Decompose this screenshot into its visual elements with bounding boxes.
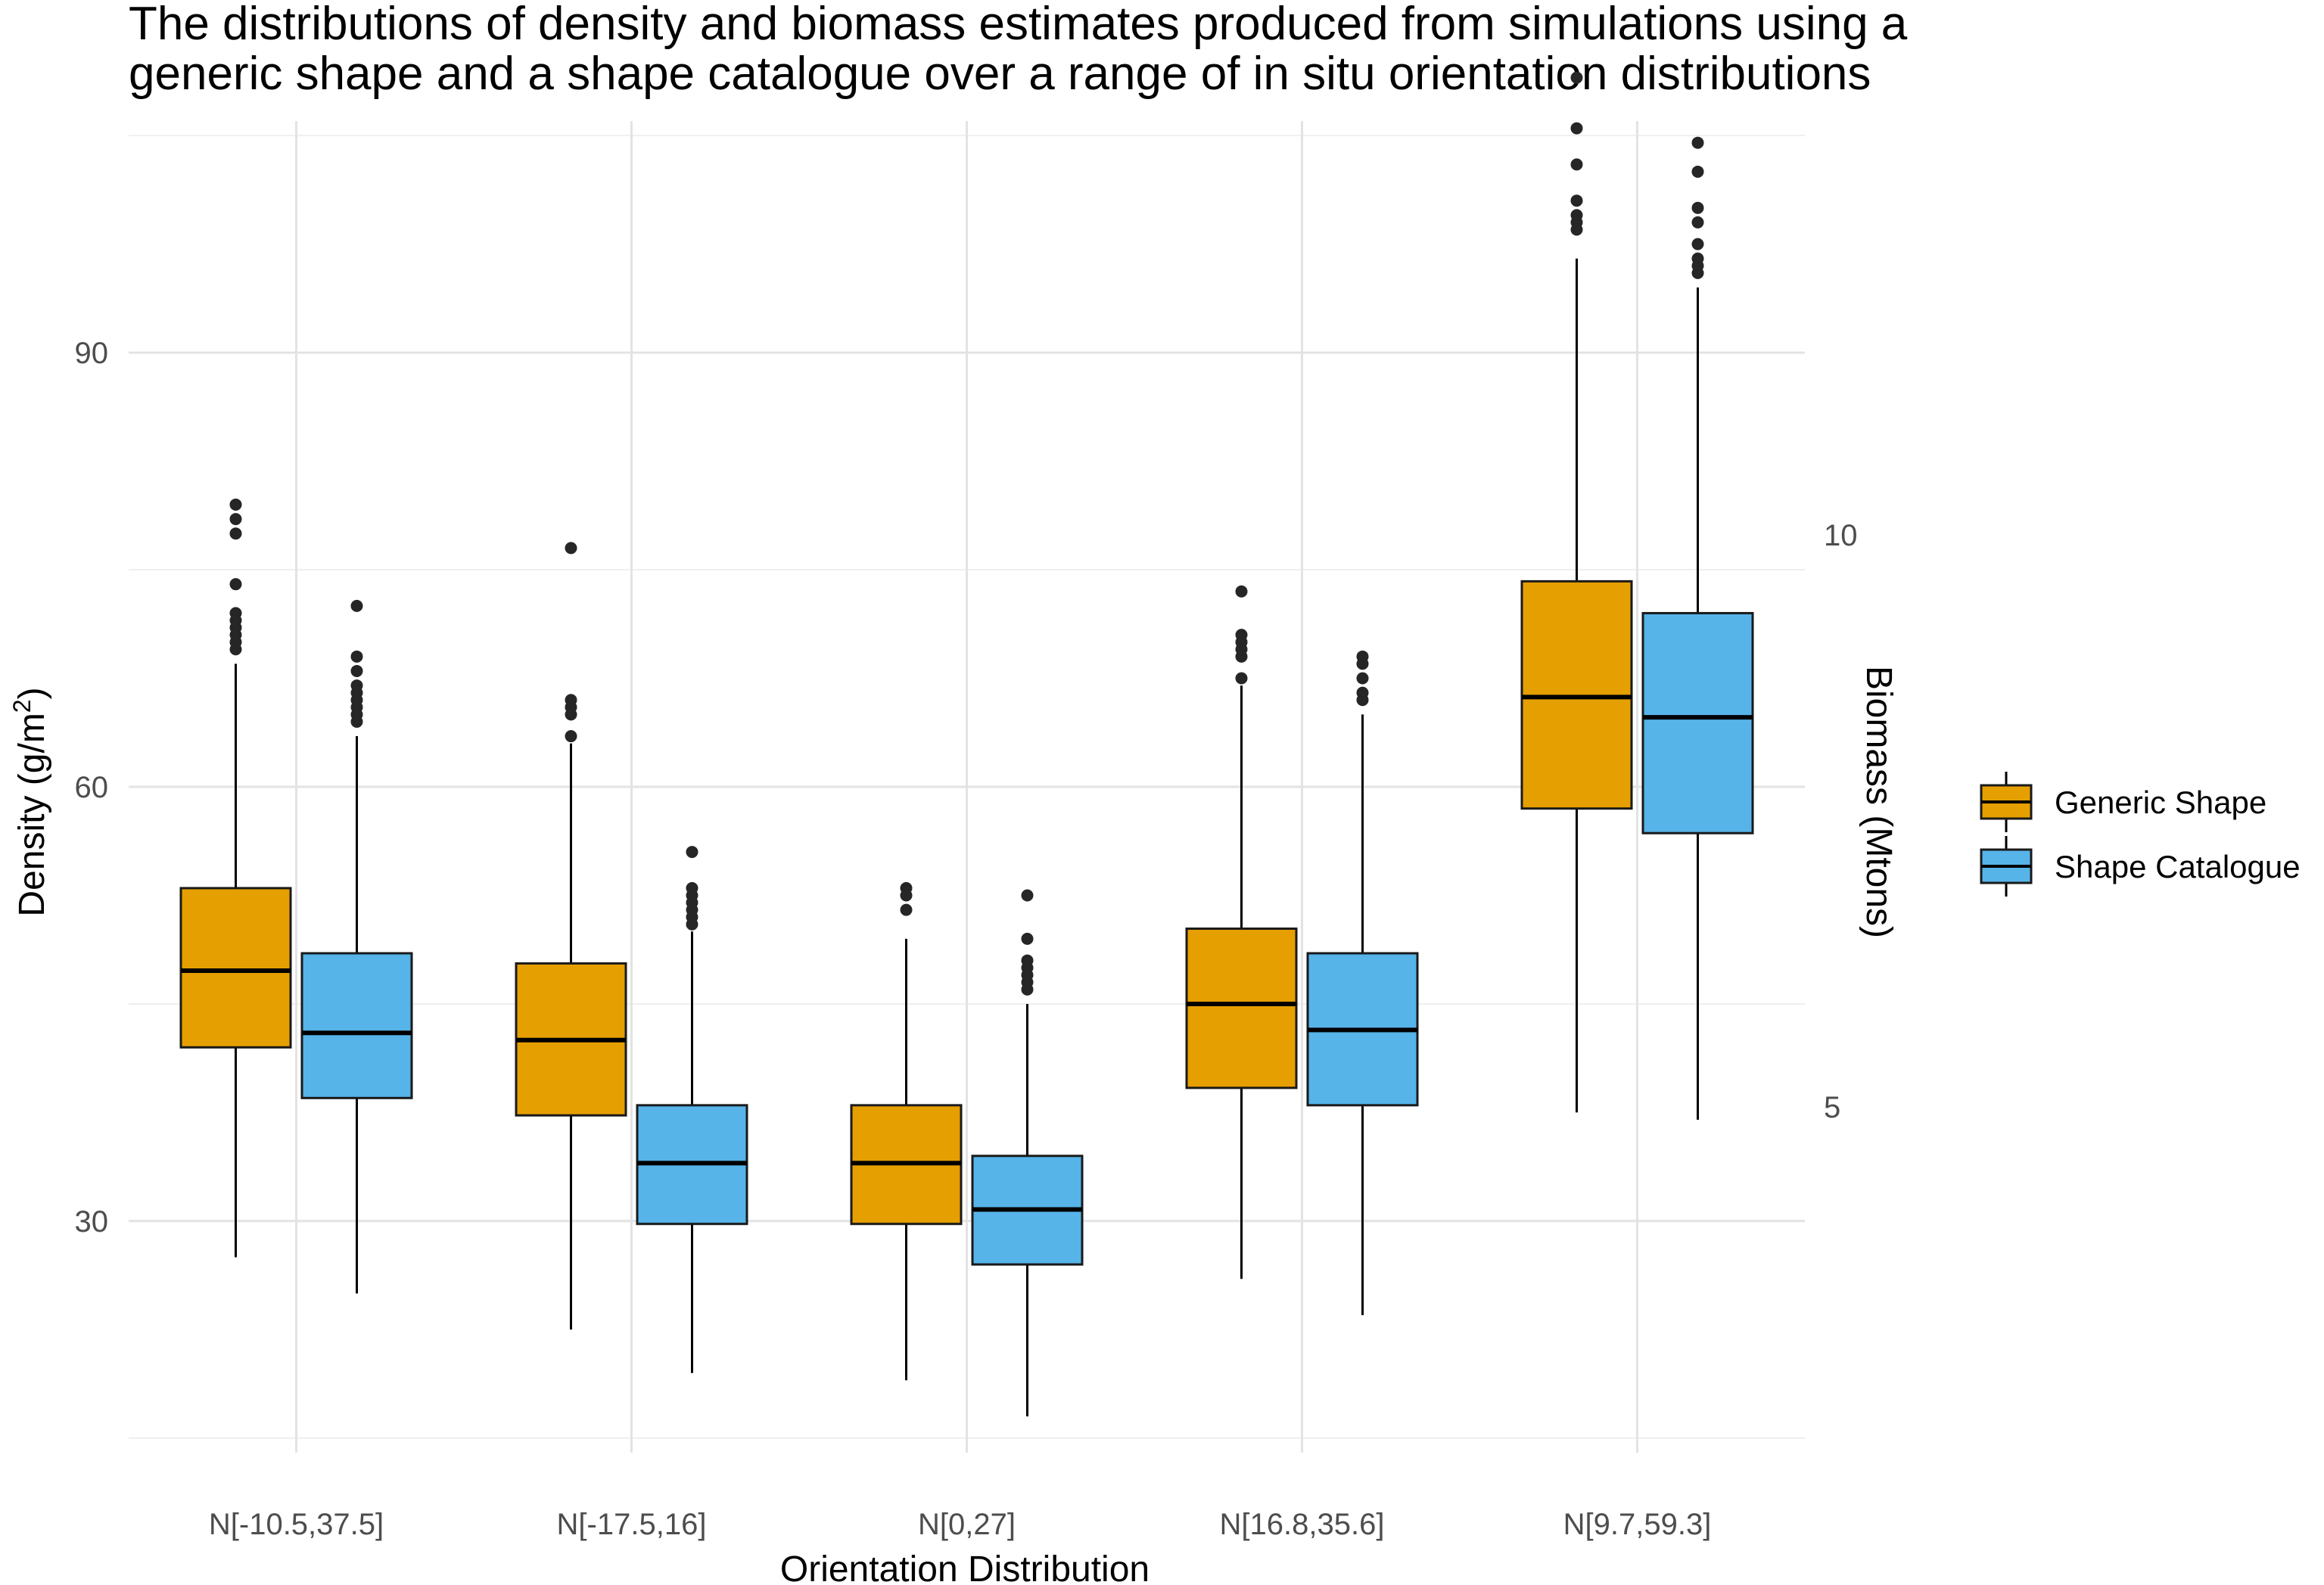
box-generic-shape — [1185, 585, 1298, 1279]
outlier-point — [1570, 194, 1583, 207]
outlier-point — [686, 881, 698, 894]
outlier-point — [1691, 238, 1704, 250]
outlier-point — [229, 513, 242, 526]
box-body — [179, 887, 292, 1049]
box-body — [1641, 611, 1754, 834]
box-generic-shape — [179, 498, 292, 1257]
outlier-point — [1235, 585, 1248, 598]
y-tick-label: 30 — [75, 1205, 109, 1238]
x-axis-title: Orientation Distribution — [780, 1549, 1150, 1585]
y-tick-label: 90 — [75, 337, 109, 370]
x-tick-label: N[-17.5,16] — [557, 1508, 707, 1541]
secondary-y-axis-title: Biomass (Mtons) — [1859, 666, 1899, 938]
chart-title-line-2: generic shape and a shape catalogue over… — [129, 48, 1871, 100]
box-generic-shape — [1520, 71, 1633, 1113]
chart-title-line-1: The distributions of density and biomass… — [129, 0, 1908, 50]
outlier-point — [229, 578, 242, 591]
box-shape-catalogue — [971, 889, 1084, 1417]
outlier-point — [229, 607, 242, 620]
legend-label: Generic Shape — [2055, 785, 2266, 820]
outlier-point — [1021, 954, 1034, 967]
x-tick-label: N[9.7,59.3] — [1563, 1508, 1712, 1541]
x-tick-label: N[-10.5,37.5] — [209, 1508, 384, 1541]
y2-tick-label: 10 — [1824, 519, 1858, 552]
secondary-y-axis-ticks: 5 10 — [1824, 519, 1858, 1124]
outlier-point — [1570, 71, 1583, 84]
outlier-point — [1691, 165, 1704, 178]
y-axis-title-close: ) — [12, 687, 52, 699]
outlier-point — [1021, 932, 1034, 945]
x-tick-label: N[0,27] — [918, 1508, 1016, 1541]
y-tick-label: 60 — [75, 771, 109, 804]
box-body — [300, 952, 413, 1099]
outlier-point — [1570, 158, 1583, 171]
outlier-point — [350, 599, 363, 612]
outlier-point — [229, 498, 242, 511]
outlier-point — [1570, 122, 1583, 135]
outlier-point — [1691, 201, 1704, 214]
outlier-point — [1021, 889, 1034, 902]
outlier-point — [565, 542, 577, 555]
legend-label: Shape Catalogue — [2055, 849, 2301, 884]
x-axis-ticks: N[-10.5,37.5] N[-17.5,16] N[0,27] N[16.8,35… — [209, 1508, 1711, 1541]
y-axis-ticks: 30 60 90 — [75, 337, 109, 1238]
grid-lines — [129, 121, 1805, 1453]
outlier-point — [1356, 672, 1369, 685]
outlier-point — [1691, 252, 1704, 265]
outlier-point — [1691, 216, 1704, 228]
outlier-point — [565, 730, 577, 743]
box-shape-catalogue — [300, 599, 413, 1294]
outlier-point — [1570, 209, 1583, 222]
outlier-point — [900, 881, 913, 894]
box-generic-shape — [515, 542, 627, 1330]
outlier-point — [1235, 629, 1248, 642]
outlier-point — [229, 527, 242, 540]
box-shape-catalogue — [1641, 136, 1754, 1120]
outlier-point — [565, 694, 577, 707]
outlier-point — [350, 650, 363, 663]
outlier-point — [686, 846, 698, 859]
box-shape-catalogue — [1306, 650, 1419, 1316]
outlier-point — [1356, 686, 1369, 699]
y-axis-title-main: Density (g/m — [12, 713, 52, 916]
box-shape-catalogue — [636, 846, 748, 1373]
outlier-point — [1235, 672, 1248, 685]
outlier-point — [1356, 650, 1369, 663]
y2-tick-label: 5 — [1824, 1091, 1840, 1124]
outlier-point — [1691, 136, 1704, 149]
y-axis-title: Density (g/m2) — [8, 687, 52, 916]
legend: Generic Shape Shape Catalogue — [1980, 772, 2301, 897]
outlier-point — [900, 903, 913, 916]
box-generic-shape — [850, 881, 963, 1381]
outlier-point — [350, 679, 363, 692]
box-series — [179, 71, 1754, 1417]
box-body — [1185, 927, 1298, 1089]
x-tick-label: N[16.8,35.6] — [1220, 1508, 1385, 1541]
y-axis-title-superscript: 2 — [8, 699, 36, 713]
outlier-point — [350, 664, 363, 677]
